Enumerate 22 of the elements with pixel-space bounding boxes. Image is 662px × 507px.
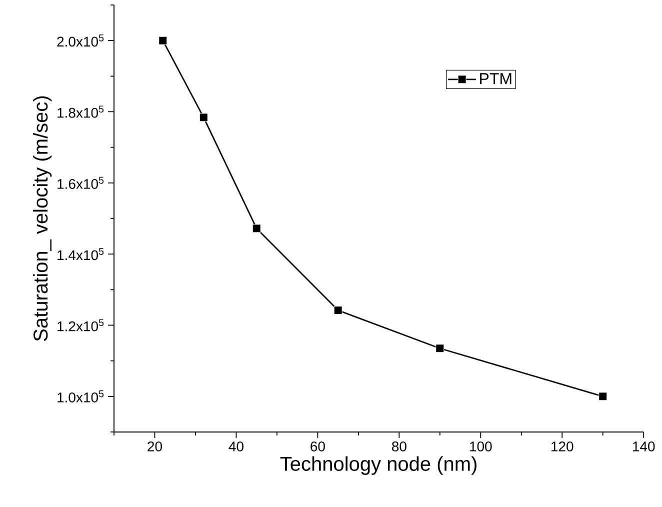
y-tick-label: 1.4x10$^{5}$ xyxy=(58,248,104,260)
x-tick-label: 100 xyxy=(470,442,492,452)
y-tick-label: 1.2x10$^{5}$ xyxy=(58,319,104,332)
x-tick-label: 40 xyxy=(228,442,244,452)
x-tick-label: 120 xyxy=(552,442,574,452)
point xyxy=(598,392,608,401)
y-tick-label: 1.0x10$^{5}$ xyxy=(58,390,104,402)
x-tick-label: 140 xyxy=(632,442,655,452)
point xyxy=(436,344,444,353)
point xyxy=(252,224,261,233)
point xyxy=(199,113,208,122)
point xyxy=(334,306,342,315)
point xyxy=(158,36,168,45)
legend-label: PTM xyxy=(480,73,512,84)
y-tick-label: 2.0x10$^{5}$ xyxy=(57,34,104,47)
y-axis-title: Saturation_ velocity (m/sec) xyxy=(33,96,52,341)
x-tick-label: 80 xyxy=(392,442,406,452)
x-axis-title: Technology node (nm) xyxy=(280,456,476,475)
y-tick-label: 1.8x10$^{5}$ xyxy=(58,106,104,118)
x-tick-label: 20 xyxy=(148,442,162,452)
x-tick-label: 60 xyxy=(310,442,325,452)
y-tick-label: 1.6x10$^{5}$ xyxy=(58,176,104,189)
